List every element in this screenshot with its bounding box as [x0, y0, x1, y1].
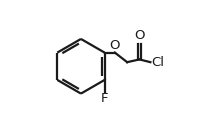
Text: Cl: Cl: [151, 56, 164, 69]
Text: O: O: [134, 29, 145, 42]
Text: F: F: [101, 92, 108, 105]
Text: O: O: [110, 39, 120, 52]
